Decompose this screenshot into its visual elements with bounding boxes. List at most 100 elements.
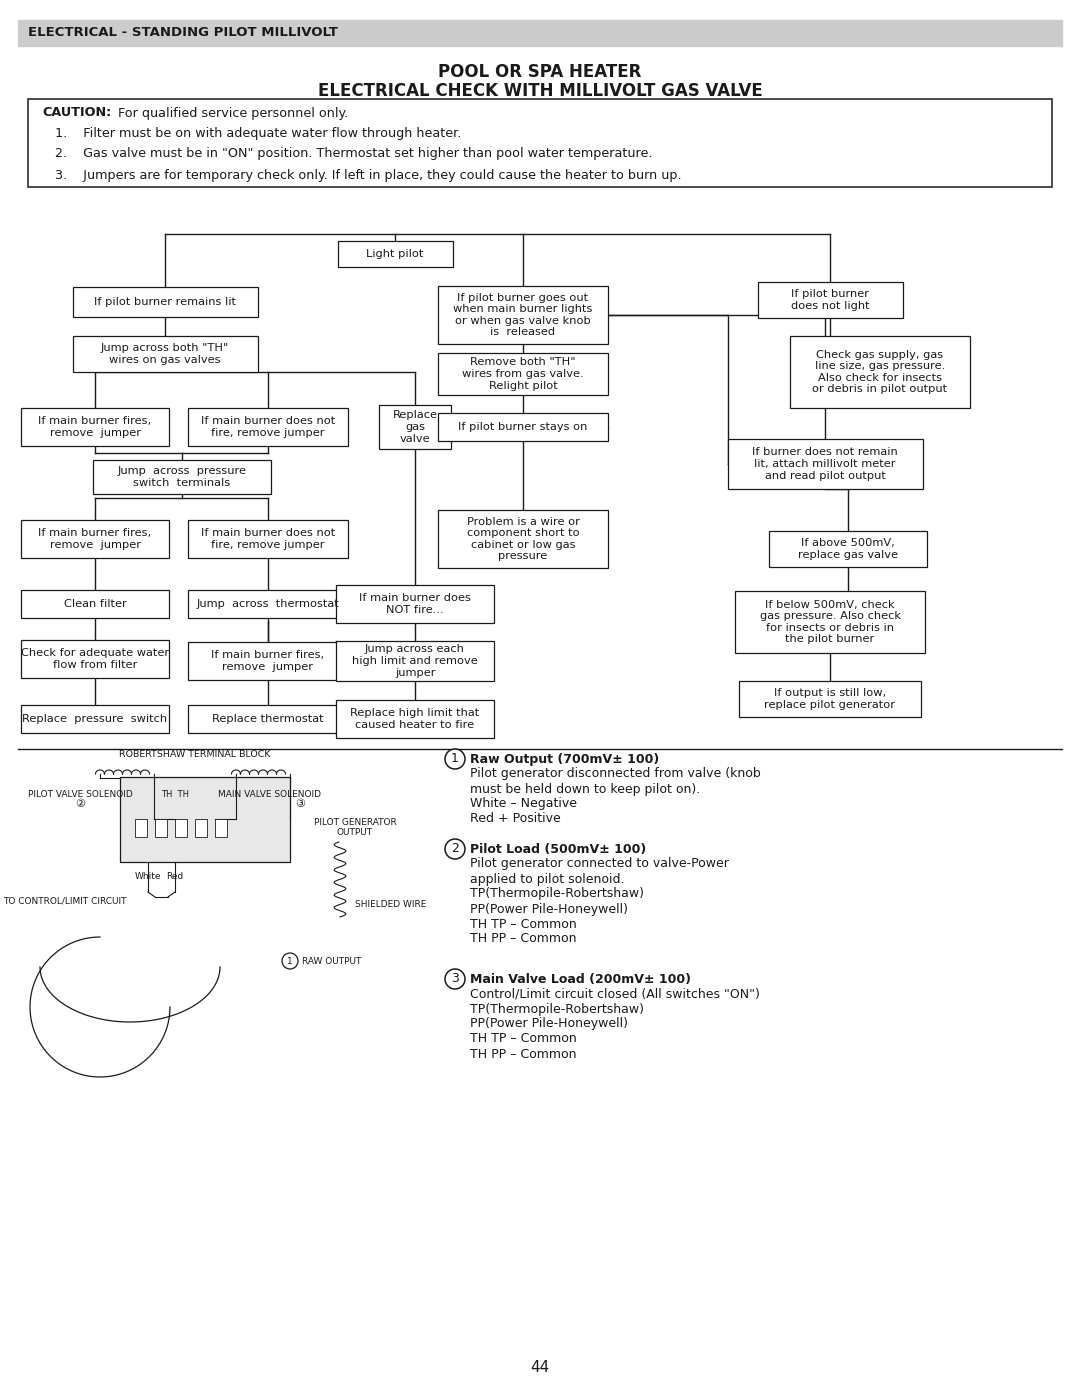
- Text: 44: 44: [530, 1359, 550, 1375]
- Text: 3: 3: [451, 972, 459, 985]
- Text: PILOT GENERATOR: PILOT GENERATOR: [313, 819, 396, 827]
- FancyBboxPatch shape: [188, 705, 348, 733]
- Text: If main burner fires,
remove  jumper: If main burner fires, remove jumper: [39, 528, 151, 550]
- FancyBboxPatch shape: [21, 640, 168, 678]
- Text: White: White: [135, 872, 161, 882]
- Text: PP(Power Pile-Honeywell): PP(Power Pile-Honeywell): [470, 902, 627, 915]
- FancyBboxPatch shape: [28, 99, 1052, 187]
- Text: If pilot burner remains lit: If pilot burner remains lit: [94, 298, 237, 307]
- Text: ③: ③: [295, 799, 305, 809]
- Bar: [135, 819, 147, 837]
- Circle shape: [282, 953, 298, 970]
- FancyBboxPatch shape: [188, 408, 348, 446]
- Text: must be held down to keep pilot on).: must be held down to keep pilot on).: [470, 782, 700, 795]
- Text: 1.    Filter must be on with adequate water flow through heater.: 1. Filter must be on with adequate water…: [55, 127, 461, 141]
- Text: Replace
gas
valve: Replace gas valve: [392, 411, 437, 444]
- Text: If main burner fires,
remove  jumper: If main burner fires, remove jumper: [212, 650, 325, 672]
- Text: Clean filter: Clean filter: [64, 599, 126, 609]
- FancyBboxPatch shape: [438, 353, 608, 395]
- Text: ROBERTSHAW TERMINAL BLOCK: ROBERTSHAW TERMINAL BLOCK: [119, 750, 271, 759]
- Text: Raw Output (700mV± 100): Raw Output (700mV± 100): [470, 753, 659, 766]
- Bar: [156, 819, 167, 837]
- Text: 1: 1: [451, 753, 459, 766]
- Text: If main burner fires,
remove  jumper: If main burner fires, remove jumper: [39, 416, 151, 437]
- Text: TH TP – Common: TH TP – Common: [470, 918, 577, 930]
- Text: 2: 2: [451, 842, 459, 855]
- FancyBboxPatch shape: [93, 460, 271, 495]
- Circle shape: [445, 840, 465, 859]
- Bar: [195, 819, 207, 837]
- Text: If pilot burner
does not light: If pilot burner does not light: [791, 289, 869, 310]
- Text: If below 500mV, check
gas pressure. Also check
for insects or debris in
the pilo: If below 500mV, check gas pressure. Also…: [759, 599, 901, 644]
- Text: If main burner does not
fire, remove jumper: If main burner does not fire, remove jum…: [201, 528, 335, 550]
- Text: TP(Thermopile-Robertshaw): TP(Thermopile-Robertshaw): [470, 887, 644, 901]
- Text: Jump across each
high limit and remove
jumper: Jump across each high limit and remove j…: [352, 644, 477, 678]
- Text: If pilot burner goes out
when main burner lights
or when gas valve knob
is  rele: If pilot burner goes out when main burne…: [454, 292, 593, 338]
- Text: Pilot generator connected to valve-Power: Pilot generator connected to valve-Power: [470, 858, 729, 870]
- FancyBboxPatch shape: [336, 585, 494, 623]
- Bar: [120, 777, 291, 862]
- FancyBboxPatch shape: [21, 408, 168, 446]
- Circle shape: [445, 749, 465, 768]
- FancyBboxPatch shape: [188, 520, 348, 557]
- Text: Jump  across  pressure
switch  terminals: Jump across pressure switch terminals: [118, 467, 246, 488]
- Text: Jump across both "TH"
wires on gas valves: Jump across both "TH" wires on gas valve…: [100, 344, 229, 365]
- FancyBboxPatch shape: [757, 282, 903, 319]
- Text: Main Valve Load (200mV± 100): Main Valve Load (200mV± 100): [470, 972, 691, 985]
- Text: Light pilot: Light pilot: [366, 249, 423, 258]
- Bar: [18, 20, 1062, 46]
- FancyBboxPatch shape: [739, 680, 921, 717]
- Text: 3.    Jumpers are for temporary check only. If left in place, they could cause t: 3. Jumpers are for temporary check only.…: [55, 169, 681, 183]
- Text: 2.    Gas valve must be in "ON" position. Thermostat set higher than pool water : 2. Gas valve must be in "ON" position. T…: [55, 148, 652, 161]
- FancyBboxPatch shape: [769, 531, 927, 567]
- Text: Red: Red: [166, 872, 184, 882]
- Text: PP(Power Pile-Honeywell): PP(Power Pile-Honeywell): [470, 1017, 627, 1031]
- Text: MAIN VALVE SOLENOID: MAIN VALVE SOLENOID: [218, 789, 322, 799]
- Text: If output is still low,
replace pilot generator: If output is still low, replace pilot ge…: [765, 689, 895, 710]
- FancyBboxPatch shape: [188, 643, 348, 680]
- Text: Control/Limit circuit closed (All switches "ON"): Control/Limit circuit closed (All switch…: [470, 988, 760, 1000]
- Text: applied to pilot solenoid.: applied to pilot solenoid.: [470, 873, 624, 886]
- Text: Pilot Load (500mV± 100): Pilot Load (500mV± 100): [470, 842, 646, 855]
- Text: For qualified service personnel only.: For qualified service personnel only.: [118, 106, 348, 120]
- FancyBboxPatch shape: [438, 414, 608, 441]
- Text: Replace thermostat: Replace thermostat: [212, 714, 324, 724]
- FancyBboxPatch shape: [72, 286, 257, 317]
- Text: Check gas supply, gas
line size, gas pressure.
Also check for insects
or debris : Check gas supply, gas line size, gas pre…: [812, 349, 947, 394]
- Text: TH PP – Common: TH PP – Common: [470, 933, 577, 946]
- Text: If above 500mV,
replace gas valve: If above 500mV, replace gas valve: [798, 538, 897, 560]
- FancyBboxPatch shape: [728, 439, 922, 489]
- Text: TH  TH: TH TH: [161, 789, 189, 799]
- FancyBboxPatch shape: [21, 520, 168, 557]
- FancyBboxPatch shape: [379, 405, 451, 448]
- Text: Replace high limit that
caused heater to fire: Replace high limit that caused heater to…: [350, 708, 480, 729]
- Text: Replace  pressure  switch: Replace pressure switch: [23, 714, 167, 724]
- Circle shape: [445, 970, 465, 989]
- FancyBboxPatch shape: [336, 641, 494, 680]
- FancyBboxPatch shape: [21, 705, 168, 733]
- FancyBboxPatch shape: [438, 510, 608, 569]
- Text: ②: ②: [75, 799, 85, 809]
- Bar: [175, 819, 187, 837]
- Text: If main burner does not
fire, remove jumper: If main burner does not fire, remove jum…: [201, 416, 335, 437]
- Text: Red + Positive: Red + Positive: [470, 813, 561, 826]
- Text: TH PP – Common: TH PP – Common: [470, 1048, 577, 1060]
- Text: SHIELDED WIRE: SHIELDED WIRE: [355, 900, 427, 909]
- Text: POOL OR SPA HEATER: POOL OR SPA HEATER: [438, 63, 642, 81]
- Text: Problem is a wire or
component short to
cabinet or low gas
pressure: Problem is a wire or component short to …: [467, 517, 580, 562]
- Bar: [215, 819, 227, 837]
- FancyBboxPatch shape: [336, 700, 494, 738]
- Text: CAUTION:: CAUTION:: [42, 106, 111, 120]
- Text: Pilot generator disconnected from valve (knob: Pilot generator disconnected from valve …: [470, 767, 760, 781]
- Text: ELECTRICAL CHECK WITH MILLIVOLT GAS VALVE: ELECTRICAL CHECK WITH MILLIVOLT GAS VALV…: [318, 82, 762, 101]
- FancyBboxPatch shape: [789, 337, 970, 408]
- Text: RAW OUTPUT: RAW OUTPUT: [302, 957, 362, 965]
- FancyBboxPatch shape: [438, 286, 608, 344]
- FancyBboxPatch shape: [188, 590, 348, 617]
- Text: OUTPUT: OUTPUT: [337, 828, 373, 837]
- Text: Jump  across  thermostat: Jump across thermostat: [197, 599, 339, 609]
- Text: PILOT VALVE SOLENOID: PILOT VALVE SOLENOID: [28, 789, 133, 799]
- Text: If main burner does
NOT fire...: If main burner does NOT fire...: [359, 594, 471, 615]
- Text: 1: 1: [287, 957, 293, 965]
- Text: If pilot burner stays on: If pilot burner stays on: [458, 422, 588, 432]
